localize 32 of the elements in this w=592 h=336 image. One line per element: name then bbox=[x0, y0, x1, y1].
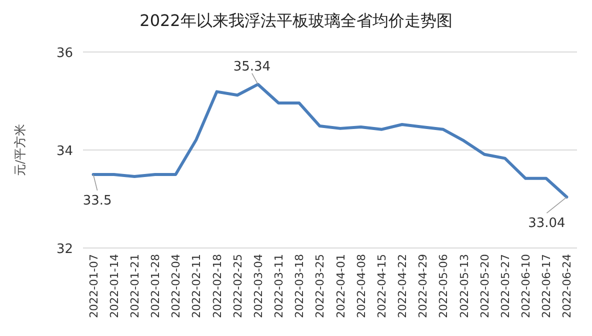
x-tick-label: 2022-03-11 bbox=[272, 254, 286, 318]
x-tick-label: 2022-02-11 bbox=[190, 254, 204, 318]
y-tick-label: 36 bbox=[56, 46, 73, 61]
data-label: 33.5 bbox=[82, 194, 112, 208]
chart-title: 2022年以来我浮法平板玻璃全省均价走势图 bbox=[140, 11, 452, 30]
x-tick-label: 2022-03-04 bbox=[252, 254, 265, 318]
x-tick-label: 2022-01-07 bbox=[87, 254, 100, 318]
x-tick-label: 2022-04-15 bbox=[375, 254, 388, 318]
x-tick-label: 2022-02-04 bbox=[170, 254, 183, 318]
x-tick-label: 2022-05-20 bbox=[478, 254, 492, 318]
x-tick-label: 2022-04-22 bbox=[396, 254, 410, 318]
x-tick-label: 2022-04-08 bbox=[354, 254, 368, 318]
x-tick-label: 2022-02-25 bbox=[231, 254, 244, 318]
y-tick-label: 32 bbox=[56, 242, 73, 257]
x-tick-label: 2022-01-14 bbox=[108, 254, 121, 318]
x-tick-label: 2022-02-18 bbox=[210, 254, 224, 318]
x-tick-label: 2022-06-10 bbox=[520, 254, 533, 318]
y-axis-title: 元/平方米 bbox=[13, 124, 27, 176]
x-tick-label: 2022-06-24 bbox=[560, 254, 574, 318]
x-tick-label: 2022-01-21 bbox=[128, 254, 142, 318]
x-tick-label: 2022-05-27 bbox=[498, 254, 512, 318]
x-tick-label: 2022-05-13 bbox=[458, 254, 471, 318]
x-tick-label: 2022-04-01 bbox=[334, 254, 348, 318]
x-tick-label: 2022-06-17 bbox=[540, 254, 554, 318]
data-label: 33.04 bbox=[528, 216, 566, 232]
y-tick-label: 34 bbox=[56, 144, 73, 159]
x-tick-label: 2022-03-18 bbox=[293, 254, 306, 318]
x-tick-label: 2022-04-29 bbox=[416, 254, 430, 318]
x-tick-label: 2022-03-25 bbox=[314, 254, 327, 318]
data-label: 35.34 bbox=[233, 59, 271, 74]
x-tick-label: 2022-01-28 bbox=[149, 254, 162, 318]
x-tick-label: 2022-05-06 bbox=[437, 254, 450, 318]
